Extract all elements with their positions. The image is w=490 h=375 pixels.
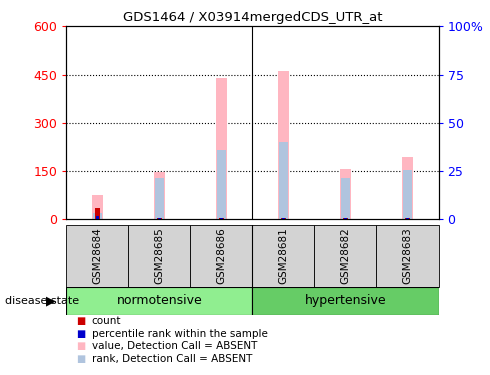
Bar (220, 218, 223, 219)
Bar (341, 177, 350, 219)
Bar (96, 216, 98, 219)
Bar (155, 177, 164, 219)
Text: normotensive: normotensive (116, 294, 202, 307)
Bar (217, 150, 226, 219)
Bar (216, 78, 227, 219)
Text: GSM28684: GSM28684 (92, 228, 102, 284)
Bar (252, 287, 439, 315)
Bar (252, 225, 315, 287)
Text: GSM28681: GSM28681 (278, 228, 289, 284)
Text: GSM28685: GSM28685 (154, 228, 164, 284)
Text: ■: ■ (76, 342, 85, 351)
Text: ■: ■ (76, 316, 85, 326)
Text: rank, Detection Call = ABSENT: rank, Detection Call = ABSENT (92, 354, 252, 364)
Text: GSM28682: GSM28682 (341, 228, 350, 284)
Bar (406, 218, 409, 219)
Text: value, Detection Call = ABSENT: value, Detection Call = ABSENT (92, 342, 257, 351)
Bar (158, 218, 161, 219)
Bar (405, 218, 410, 219)
Bar (340, 168, 351, 219)
Bar (282, 218, 285, 219)
Bar (315, 225, 376, 287)
Text: disease state: disease state (5, 296, 79, 306)
Bar (376, 225, 439, 287)
Bar (128, 225, 190, 287)
Bar (66, 287, 252, 315)
Bar (343, 218, 348, 219)
Bar (403, 171, 412, 219)
Bar (278, 71, 289, 219)
Bar (279, 142, 288, 219)
Text: ▶: ▶ (46, 294, 55, 307)
Bar (281, 218, 286, 219)
Text: ■: ■ (76, 328, 85, 339)
Bar (157, 218, 162, 219)
Text: percentile rank within the sample: percentile rank within the sample (92, 328, 268, 339)
Bar (190, 225, 252, 287)
Bar (93, 213, 101, 219)
Text: hypertensive: hypertensive (305, 294, 386, 307)
Text: ■: ■ (76, 354, 85, 364)
Bar (92, 195, 103, 219)
Text: count: count (92, 316, 121, 326)
Bar (66, 225, 128, 287)
Text: GSM28686: GSM28686 (216, 228, 226, 284)
Bar (402, 157, 413, 219)
Bar (95, 208, 99, 219)
Bar (219, 218, 224, 219)
Title: GDS1464 / X03914mergedCDS_UTR_at: GDS1464 / X03914mergedCDS_UTR_at (122, 11, 382, 24)
Text: GSM28683: GSM28683 (402, 228, 413, 284)
Bar (154, 172, 165, 219)
Bar (344, 218, 347, 219)
